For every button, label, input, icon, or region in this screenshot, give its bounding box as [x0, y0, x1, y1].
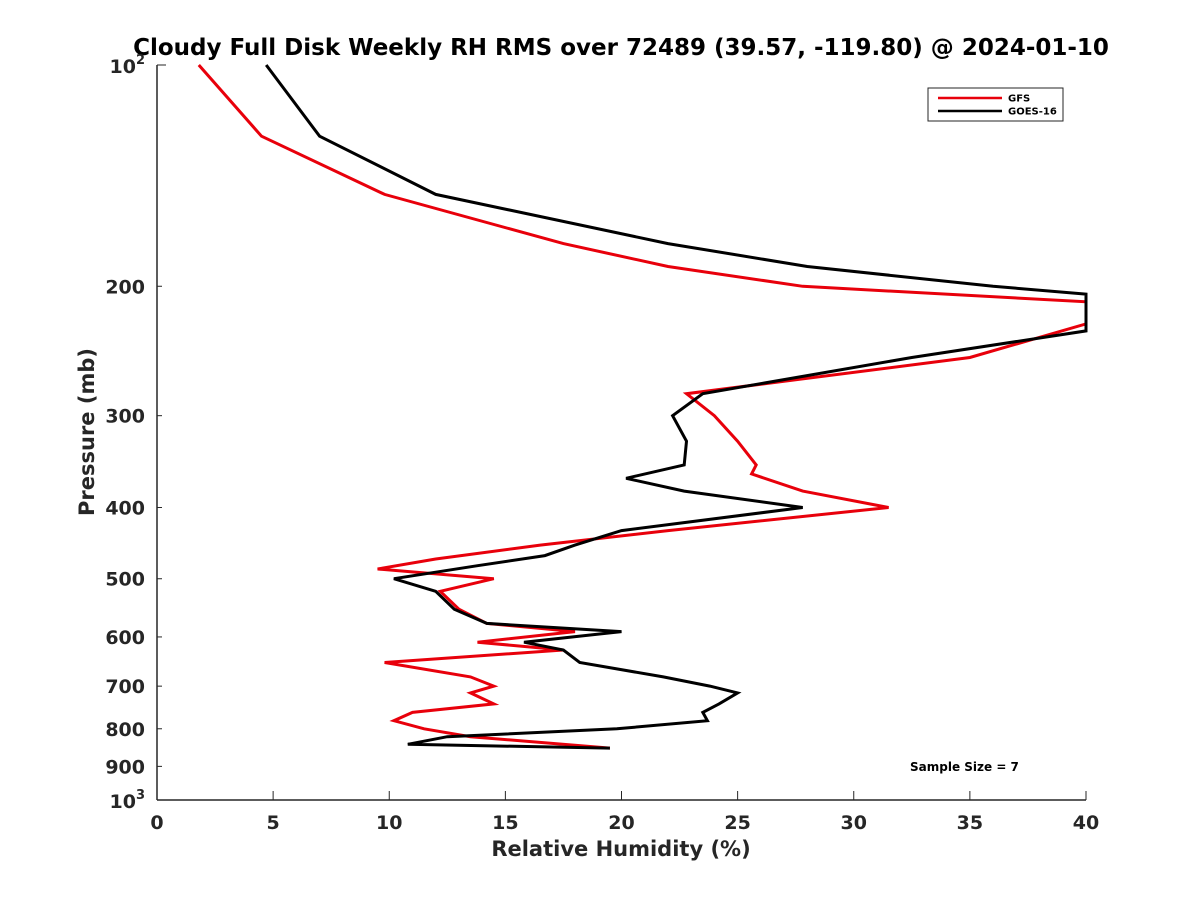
x-tick-label: 0 [150, 812, 163, 834]
x-tick-label: 30 [841, 812, 867, 834]
y-tick-label: 600 [105, 627, 145, 649]
legend: GFS GOES-16 [927, 87, 1064, 122]
legend-label-1: GFS [1008, 94, 1030, 105]
series-line-2 [265, 64, 1088, 750]
sample-size-annotation: Sample Size = 7 [910, 760, 1019, 774]
series-lines [197, 64, 1088, 750]
chart-title: Cloudy Full Disk Weekly RH RMS over 7248… [133, 35, 1109, 61]
x-tick-label: 25 [724, 812, 750, 834]
y-tick-label: 200 [105, 276, 145, 298]
x-tick-label: 20 [608, 812, 634, 834]
y-tick-label: 800 [105, 719, 145, 741]
axes: 0 5 10 15 20 25 30 35 40 102 200 300 400 500 600 700 800… [105, 53, 1099, 834]
y-tick-label: 102 [110, 53, 146, 78]
y-axis-label: Pressure (mb) [75, 348, 99, 516]
y-tick-label: 700 [105, 676, 145, 698]
y-tick-label: 400 [105, 498, 145, 520]
x-tick-label: 35 [957, 812, 983, 834]
y-tick-label: 300 [105, 406, 145, 428]
y-tick-label: 500 [105, 569, 145, 591]
x-axis-label: Relative Humidity (%) [491, 837, 750, 861]
y-tick-label: 900 [105, 756, 145, 778]
legend-label-2: GOES-16 [1008, 107, 1057, 118]
legend-box [927, 87, 1064, 122]
y-tick-label: 103 [110, 788, 146, 813]
x-tick-label: 10 [376, 812, 402, 834]
x-tick-label: 5 [267, 812, 280, 834]
x-tick-label: 40 [1073, 812, 1099, 834]
x-tick-label: 15 [492, 812, 518, 834]
plot-area [157, 65, 1086, 800]
plot-background [157, 65, 1086, 800]
